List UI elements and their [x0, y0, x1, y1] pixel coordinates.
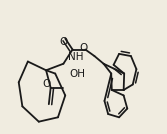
- Text: NH: NH: [68, 52, 84, 62]
- Text: O: O: [79, 43, 88, 53]
- Text: O: O: [42, 79, 51, 89]
- Text: O: O: [59, 37, 68, 47]
- Text: OH: OH: [69, 70, 86, 79]
